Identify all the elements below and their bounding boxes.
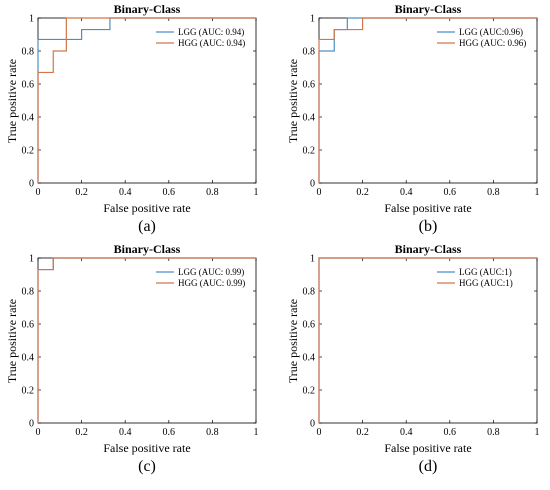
panel-d-ytick-label: 0.6 [303, 320, 316, 331]
roc-panel-b: Binary-Class 0 0.2 0.4 0.6 0.8 1 0 0.2 0.4 0.6 0.8… [286, 2, 540, 235]
panel-d-xtick-label: 0.2 [356, 427, 369, 438]
panel-a-xtick-label: 1 [254, 187, 259, 198]
panel-d-legend: LGG (AUC:1)HGG (AUC:1) [434, 263, 532, 291]
panel-a-legend: LGG (AUC: 0.94)HGG (AUC: 0.94) [153, 23, 251, 51]
panel-d-ytick-label: 1 [310, 254, 315, 265]
panel-c-legend-box [153, 263, 251, 291]
panel-b-series-line-hgg [318, 17, 537, 183]
panel-d-xtick-label: 1 [535, 427, 540, 438]
panel-c-caption: (c) [138, 458, 156, 475]
panel-a-ytick-label: 0.8 [22, 47, 35, 58]
panel-c-ytick-label: 0.4 [22, 353, 35, 364]
panel-c-title: Binary-Class [114, 242, 181, 256]
panel-a-legend-entry: LGG (AUC: 0.94) [178, 27, 244, 37]
panel-d-title: Binary-Class [395, 242, 462, 256]
panel-d-xtick-label: 0.8 [487, 427, 500, 438]
panel-c-xtick-label: 1 [254, 427, 259, 438]
panel-d-xtick-label: 0.6 [444, 427, 457, 438]
panel-c-legend-entry: LGG (AUC: 0.99) [178, 267, 244, 277]
panel-a-series-line-hgg [37, 17, 256, 183]
panel-d-ytick-label: 0 [310, 419, 315, 430]
panel-c-xtick-label: 0.8 [206, 427, 219, 438]
panel-d-legend-entry: HGG (AUC:1) [459, 278, 513, 288]
panel-b-legend: LGG (AUC:0.96)HGG (AUC: 0.96) [434, 23, 532, 51]
panel-d-legend-box [434, 263, 532, 291]
panel-d-series-line-hgg [318, 257, 537, 423]
panel-b-legend-box [434, 23, 532, 51]
panel-b-ylabel: True positive rate [286, 59, 300, 143]
panel-b-legend-entry: HGG (AUC: 0.96) [459, 38, 526, 48]
panel-c-ytick-label: 0.6 [22, 320, 35, 331]
panel-b-xtick-label: 0.8 [487, 187, 500, 198]
panel-c-xtick-label: 0.2 [75, 427, 88, 438]
panel-b-ytick-label: 0.4 [303, 113, 316, 124]
panel-b-ytick-label: 0.2 [303, 146, 316, 157]
panel-a-legend-box [153, 23, 251, 51]
panel-a-xtick-label: 0.6 [163, 187, 176, 198]
panel-c-xlabel: False positive rate [103, 441, 190, 455]
panel-c-legend-entry: HGG (AUC: 0.99) [178, 278, 245, 288]
panel-b-ytick-label: 1 [310, 14, 315, 25]
panel-c-xtick-label: 0.6 [163, 427, 176, 438]
panel-a-series-line-lgg [37, 17, 256, 183]
panel-b-ytick-label: 0.8 [303, 47, 316, 58]
panel-d-ytick-label: 0.2 [303, 386, 316, 397]
panel-c-ytick-label: 1 [29, 254, 34, 265]
panel-c-ylabel: True positive rate [5, 299, 19, 383]
panel-c-ytick-label: 0.2 [22, 386, 35, 397]
panel-b-caption: (b) [419, 218, 438, 235]
panel-a-xtick-label: 0 [36, 187, 41, 198]
panel-a-legend-entry: HGG (AUC: 0.94) [178, 38, 245, 48]
panel-c-ytick-label: 0.8 [22, 287, 35, 298]
panel-b-xtick-label: 0.6 [444, 187, 457, 198]
panel-a-ytick-label: 0.2 [22, 146, 35, 157]
panel-d-ytick-label: 0.8 [303, 287, 316, 298]
panel-d-caption: (d) [419, 458, 438, 475]
panel-c-series-line-hgg [37, 257, 256, 423]
panel-b-xtick-label: 0 [317, 187, 322, 198]
roc-panel-d: Binary-Class 0 0.2 0.4 0.6 0.8 1 0 0.2 0.4 0.6 0.8… [286, 242, 540, 475]
panel-d-ylabel: True positive rate [286, 299, 300, 383]
panel-a-caption: (a) [138, 218, 156, 235]
panel-b-legend-entry: LGG (AUC:0.96) [459, 27, 523, 37]
panel-d-xlabel: False positive rate [384, 441, 471, 455]
panel-b-xlabel: False positive rate [384, 201, 471, 215]
panel-a-xtick-label: 0.2 [75, 187, 88, 198]
panel-b-ytick-label: 0 [310, 179, 315, 190]
roc-panel-a: Binary-Class 0 0.2 0.4 0.6 0.8 1 0 0.2 0.4 0.6 0.8… [5, 2, 259, 235]
panel-b-xtick-label: 0.4 [400, 187, 413, 198]
panel-d-xtick-label: 0.4 [400, 427, 413, 438]
panel-b-ytick-label: 0.6 [303, 80, 316, 91]
panel-a-ytick-label: 0 [29, 179, 34, 190]
panel-c-legend: LGG (AUC: 0.99)HGG (AUC: 0.99) [153, 263, 251, 291]
panel-c-xtick-label: 0.4 [119, 427, 132, 438]
panel-b-title: Binary-Class [395, 2, 462, 16]
panel-a-xtick-label: 0.8 [206, 187, 219, 198]
panel-a-ytick-label: 1 [29, 14, 34, 25]
panel-b-xtick-label: 0.2 [356, 187, 369, 198]
panel-d-ytick-label: 0.4 [303, 353, 316, 364]
panel-a-ytick-label: 0.6 [22, 80, 35, 91]
panel-c-xtick-label: 0 [36, 427, 41, 438]
panel-a-ytick-label: 0.4 [22, 113, 35, 124]
roc-panel-c: Binary-Class 0 0.2 0.4 0.6 0.8 1 0 0.2 0.4 0.6 0.8… [5, 242, 259, 475]
panel-d-xtick-label: 0 [317, 427, 322, 438]
panel-a-xlabel: False positive rate [103, 201, 190, 215]
panel-d-legend-entry: LGG (AUC:1) [459, 267, 512, 277]
panel-a-xtick-label: 0.4 [119, 187, 132, 198]
panel-a-title: Binary-Class [114, 2, 181, 16]
panel-c-ytick-label: 0 [29, 419, 34, 430]
panel-a-ylabel: True positive rate [5, 59, 19, 143]
panel-b-xtick-label: 1 [535, 187, 540, 198]
